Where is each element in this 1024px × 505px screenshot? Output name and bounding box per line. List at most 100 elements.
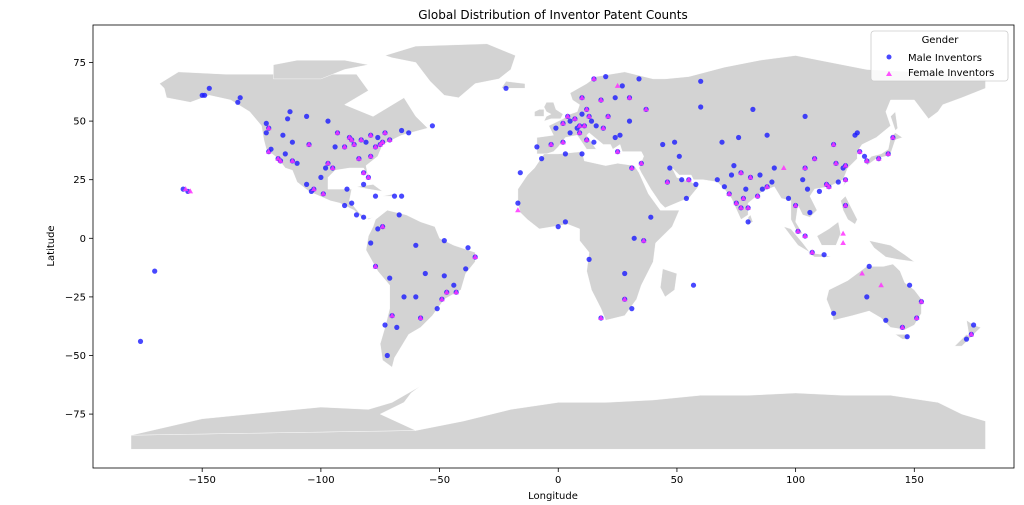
- female-point-6: [356, 155, 362, 161]
- female-point-27: [372, 263, 379, 269]
- male-point-119: [802, 113, 808, 119]
- male-point-152: [861, 153, 868, 159]
- male-point-57: [394, 324, 400, 330]
- female-point-54: [629, 165, 635, 170]
- female-point-49: [583, 106, 590, 112]
- female-point-85: [664, 179, 671, 184]
- female-point-97: [614, 82, 621, 88]
- female-point-15: [365, 174, 372, 180]
- female-point-7: [372, 143, 379, 149]
- female-point-16: [289, 157, 296, 163]
- male-point-103: [612, 95, 618, 101]
- female-point-28: [389, 312, 395, 318]
- male-point-199: [864, 294, 870, 300]
- legend: Gender Male Inventors Female Inventors: [870, 30, 1009, 82]
- male-point-187: [683, 195, 690, 201]
- male-point-48: [361, 214, 367, 220]
- female-point-55: [686, 176, 692, 182]
- male-point-137: [807, 209, 813, 216]
- female-point-53: [638, 160, 645, 166]
- male-point-30: [285, 116, 291, 122]
- male-point-213: [728, 172, 735, 178]
- male-point-174: [629, 306, 635, 312]
- female-point-80: [968, 331, 975, 337]
- female-point-33: [472, 254, 478, 259]
- male-point-92: [579, 111, 585, 117]
- female-point-78: [918, 298, 925, 304]
- male-point-175: [690, 282, 697, 288]
- female-point-37: [560, 120, 566, 126]
- female-point-21: [346, 134, 353, 140]
- male-point-36: [399, 127, 405, 134]
- land-shape-26: [890, 111, 898, 131]
- y-tick-label-1: −50: [65, 351, 86, 362]
- female-point-36: [548, 141, 554, 147]
- female-point-82: [598, 315, 604, 320]
- female-point-56: [726, 190, 732, 196]
- male-point-73: [384, 352, 390, 359]
- y-tick-label-0: −75: [65, 410, 86, 421]
- male-point-102: [593, 123, 599, 129]
- male-point-117: [698, 104, 704, 110]
- female-point-25: [311, 186, 317, 192]
- male-point-50: [375, 226, 381, 232]
- y-tick-label-3: 0: [80, 234, 86, 245]
- male-point-94: [567, 118, 573, 124]
- male-point-161: [831, 310, 837, 316]
- land-shape-19: [660, 268, 678, 298]
- male-point-86: [567, 130, 573, 136]
- male-point-72: [413, 294, 419, 300]
- female-point-98: [864, 157, 870, 163]
- female-point-22: [367, 132, 374, 138]
- female-point-95: [733, 200, 740, 206]
- male-point-33: [304, 113, 310, 119]
- female-point-14: [367, 153, 374, 159]
- legend-title: Gender: [922, 35, 960, 46]
- female-point-77: [913, 315, 920, 320]
- male-point-51: [396, 212, 402, 218]
- male-point-178: [539, 156, 545, 162]
- female-point-10: [377, 141, 383, 147]
- male-point-192: [349, 200, 355, 206]
- male-point-115: [719, 139, 725, 145]
- female-point-99: [890, 134, 896, 140]
- female-point-43: [583, 136, 590, 142]
- male-point-185: [679, 177, 685, 183]
- female-point-9: [386, 136, 393, 142]
- male-point-114: [672, 139, 678, 145]
- female-point-20: [360, 169, 367, 175]
- female-point-3: [325, 160, 331, 166]
- female-point-11: [358, 136, 364, 142]
- female-point-13: [334, 129, 341, 135]
- male-point-19: [363, 139, 369, 145]
- y-tick-label-4: 25: [73, 175, 86, 186]
- male-point-186: [667, 165, 673, 171]
- female-point-92: [811, 155, 818, 161]
- female-point-64: [802, 233, 808, 238]
- female-point-81: [621, 296, 628, 302]
- male-point-124: [676, 153, 682, 159]
- legend-marker-male: [886, 54, 892, 60]
- male-point-69: [413, 242, 419, 248]
- female-point-44: [576, 129, 583, 135]
- female-point-35: [560, 139, 566, 145]
- male-point-21: [332, 144, 338, 150]
- male-point-80: [152, 268, 158, 274]
- male-point-160: [883, 317, 889, 323]
- female-point-83: [640, 237, 647, 243]
- female-point-2: [277, 157, 284, 163]
- female-point-87: [840, 240, 846, 245]
- female-point-86: [781, 165, 787, 170]
- plot-frame: [92, 24, 1015, 469]
- male-point-67: [465, 245, 471, 251]
- male-point-204: [854, 130, 860, 136]
- female-point-76: [875, 155, 882, 161]
- male-point-98: [591, 139, 597, 145]
- female-point-52: [626, 94, 633, 100]
- male-point-211: [743, 186, 749, 192]
- male-point-162: [904, 334, 910, 340]
- male-point-45: [318, 174, 324, 180]
- female-point-24: [320, 190, 327, 196]
- male-point-70: [422, 270, 428, 277]
